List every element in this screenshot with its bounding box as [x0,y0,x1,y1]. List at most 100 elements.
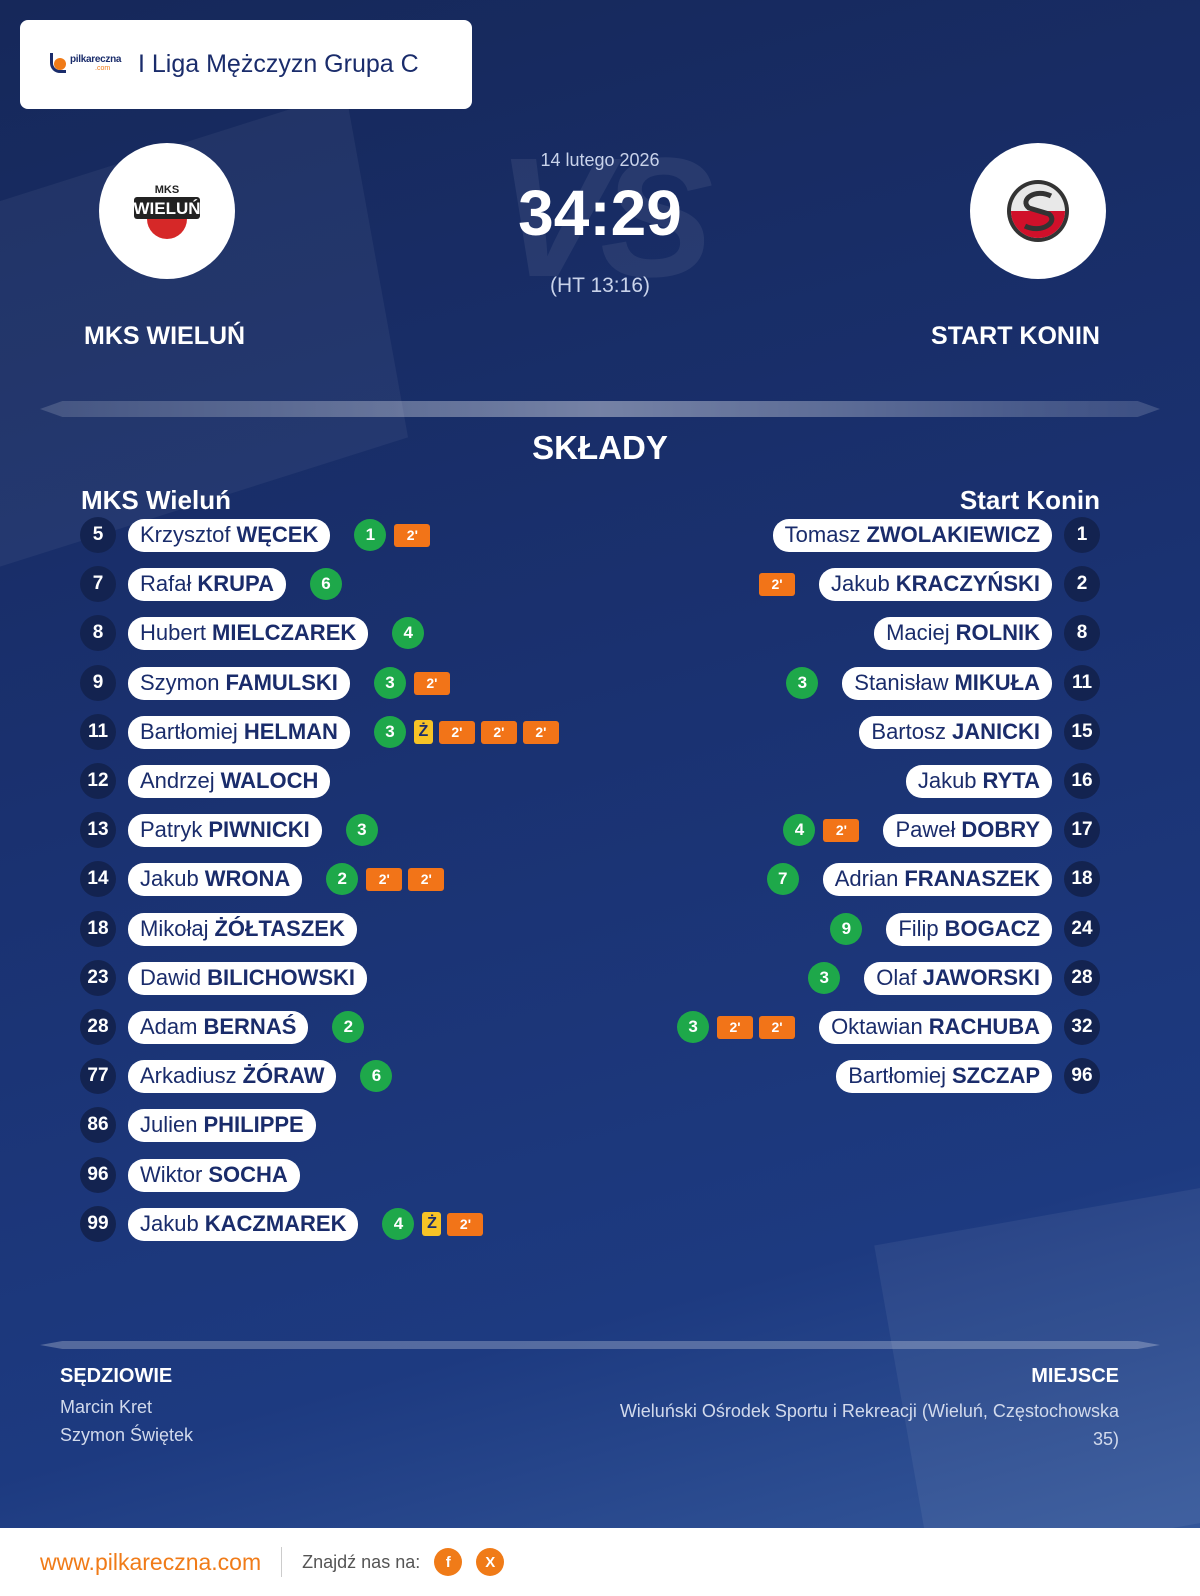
player-number: 2 [1064,566,1100,602]
player-number: 11 [80,714,116,750]
player-stats: 3 [786,667,819,699]
player-number: 99 [80,1206,116,1242]
player-name[interactable]: Wiktor SOCHA [128,1158,300,1192]
player-name[interactable]: Julien PHILIPPE [128,1108,316,1142]
player-last-name: HELMAN [243,719,338,744]
player-row: 18 Mikołaj ŻÓŁTASZEK [80,911,357,947]
player-number: 16 [1064,763,1100,799]
player-name[interactable]: Adrian FRANASZEK [822,862,1052,896]
player-first-name: Tomasz [784,522,861,547]
player-name[interactable]: Paweł DOBRY [883,813,1052,847]
player-name[interactable]: Patryk PIWNICKI [128,813,322,847]
player-number: 96 [80,1157,116,1193]
player-name[interactable]: Bartosz JANICKI [859,715,1052,749]
player-name[interactable]: Dawid BILICHOWSKI [128,961,368,995]
player-name[interactable]: Stanisław MIKUŁA [842,666,1052,700]
player-name[interactable]: Bartłomiej SZCZAP [836,1059,1052,1093]
player-name[interactable]: Jakub KACZMAREK [128,1207,359,1241]
home-team-logo[interactable]: WIELUŃ MKS [99,143,235,279]
player-row: 13 Patryk PIWNICKI 3 [80,812,378,848]
player-first-name: Jakub [917,768,977,793]
league-header[interactable]: pilkareczna .com I Liga Mężczyzn Grupa C [20,20,472,109]
player-stats: 4 Ż 2' [382,1208,484,1240]
facebook-icon[interactable]: f [434,1548,463,1576]
goals-badge: 3 [677,1011,710,1043]
player-last-name: SOCHA [208,1162,288,1187]
player-stats: 2' [759,572,796,596]
section-divider [40,401,1160,417]
player-first-name: Adrian [834,866,899,891]
player-number: 24 [1064,911,1100,947]
player-name[interactable]: Jakub KRACZYŃSKI [819,567,1052,601]
player-name[interactable]: Jakub RYTA [905,764,1052,798]
player-name[interactable]: Oktawian RACHUBA [819,1010,1052,1044]
x-icon[interactable]: X [476,1548,505,1576]
suspension-badge: 2' [759,572,796,596]
goals-badge: 6 [309,568,342,600]
player-first-name: Szymon [140,670,220,695]
player-row: 28 Olaf JAWORSKI 3 [808,960,1100,996]
player-row: 99 Jakub KACZMAREK 4 Ż 2' [80,1206,484,1242]
player-name[interactable]: Maciej ROLNIK [874,616,1052,650]
player-row: 96 Bartłomiej SZCZAP [836,1058,1100,1094]
player-stats: 3 2' [373,667,450,699]
league-name: I Liga Mężczyzn Grupa C [138,50,419,78]
player-last-name: FRANASZEK [904,866,1040,891]
player-row: 18 Adrian FRANASZEK 7 [766,861,1100,897]
player-last-name: PIWNICKI [208,817,310,842]
suspension-badge: 2' [438,720,475,744]
suspension-badge: 2' [447,1212,484,1236]
player-name[interactable]: Arkadiusz ŻÓRAW [128,1059,337,1093]
player-row: 2 Jakub KRACZYŃSKI 2' [759,566,1100,602]
player-name[interactable]: Mikołaj ŻÓŁTASZEK [128,912,357,946]
player-first-name: Bartosz [871,719,946,744]
player-last-name: RYTA [982,768,1040,793]
player-row: 8 Maciej ROLNIK [874,615,1100,651]
player-last-name: PHILIPPE [203,1112,304,1137]
player-first-name: Arkadiusz [140,1063,237,1088]
player-name[interactable]: Bartłomiej HELMAN [128,715,350,749]
player-number: 8 [80,615,116,651]
home-team-name[interactable]: MKS WIELUŃ [84,322,246,350]
player-row: 5 Krzysztof WĘCEK 1 2' [80,517,431,553]
vs-watermark: VS [496,123,714,313]
player-first-name: Stanisław [854,670,949,695]
player-last-name: MIELCZAREK [212,620,357,645]
player-name[interactable]: Hubert MIELCZAREK [128,616,369,650]
player-stats: 6 [360,1060,393,1092]
player-number: 11 [1064,665,1100,701]
player-number: 14 [80,861,116,897]
player-name[interactable]: Rafał KRUPA [128,567,286,601]
player-name[interactable]: Tomasz ZWOLAKIEWICZ [772,518,1052,552]
player-number: 18 [80,911,116,947]
goals-badge: 9 [830,913,863,945]
player-name[interactable]: Szymon FAMULSKI [128,666,350,700]
find-us-label: Znajdź nas na: [302,1551,421,1572]
player-first-name: Mikołaj [140,916,209,941]
player-first-name: Oktawian [831,1014,923,1039]
goals-badge: 7 [766,863,799,895]
away-team-name[interactable]: START KONIN [931,322,1100,350]
player-last-name: DOBRY [961,817,1040,842]
site-link[interactable]: www.pilkareczna.com [40,1548,262,1575]
away-team-logo[interactable] [970,143,1106,279]
referee-name: Marcin Kret [60,1397,153,1417]
player-name[interactable]: Adam BERNAŚ [128,1010,309,1044]
player-name[interactable]: Jakub WRONA [128,862,303,896]
lineups-title: SKŁADY [532,429,668,466]
player-last-name: RACHUBA [928,1014,1040,1039]
player-number: 96 [1064,1058,1100,1094]
player-name[interactable]: Krzysztof WĘCEK [128,518,331,552]
halftime-score: (HT 13:16) [550,274,650,297]
player-last-name: ROLNIK [955,620,1040,645]
player-number: 23 [80,960,116,996]
player-row: 14 Jakub WRONA 2 2' 2' [80,861,445,897]
player-name[interactable]: Filip BOGACZ [886,912,1052,946]
player-stats: 2 2' 2' [326,863,445,895]
final-score: 34:29 [518,177,682,249]
player-row: 7 Rafał KRUPA 6 [80,566,342,602]
player-name[interactable]: Andrzej WALOCH [128,764,331,798]
player-last-name: JANICKI [951,719,1040,744]
player-name[interactable]: Olaf JAWORSKI [864,961,1052,995]
player-first-name: Filip [898,916,939,941]
